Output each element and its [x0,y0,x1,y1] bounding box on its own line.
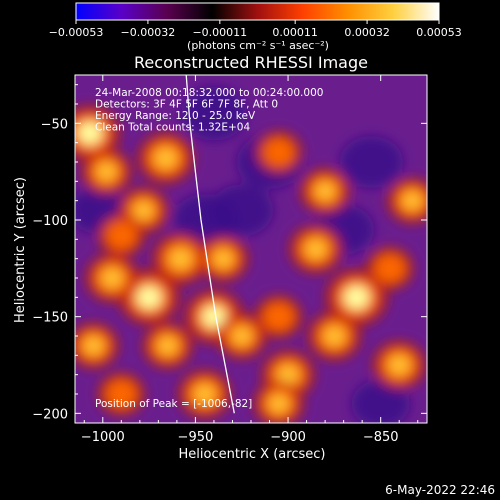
source-core [77,121,103,145]
y-tick-label: −150 [32,311,68,326]
source-core [136,285,162,309]
source-core [83,336,104,356]
solar-limb-curve [185,75,235,414]
y-tick-label: −50 [41,117,68,132]
x-axis: −1000 −950 −900 −850 [81,75,419,445]
source-body [105,379,138,409]
x-tick-label: −950 [178,430,214,445]
source-core [268,394,289,414]
annotation-line: Detectors: 3F 4F 5F 6F 7F 8F, Att 0 [95,99,278,111]
colorbar-tick-label: 0.00032 [344,26,390,39]
y-tick-label: −100 [32,214,68,229]
dark-region [181,86,247,141]
source-body [263,301,295,332]
annotation-line: 24-Mar-2008 00:18:32.000 to 00:24:00.000 [95,87,323,99]
colorbar: −0.00053 −0.00032 −0.00011 0.00011 0.00032 0.… [49,2,462,52]
x-tick-label: −1000 [81,430,125,445]
annotation-line: Clean Total counts: 1.32E+04 [95,122,250,134]
source-core [213,249,234,269]
chart-title: Reconstructed RHESSI Image [134,53,368,72]
source-core [201,305,226,328]
colorbar-tick-label: −0.00032 [121,26,176,39]
source-body [105,220,138,251]
y-tick-label: −200 [32,407,68,422]
y-axis-label: Heliocentric Y (arcsec) [13,177,28,323]
source-core [96,162,117,182]
source-core [157,336,178,356]
source-core [323,326,346,346]
source-core [169,248,192,270]
x-tick-label: −850 [363,430,399,445]
dark-region [210,184,274,237]
source-core [402,191,423,211]
source-core [344,285,370,310]
source-core [315,181,336,201]
colorbar-tick-label: 0.00053 [416,26,462,39]
footer-date: 6-May-2022 22:46 [385,483,495,497]
annotation-line: Energy Range: 12.0 - 25.0 keV [95,110,256,122]
colorbar-tick-label: 0.00011 [272,26,318,39]
source-core [193,384,216,404]
source-core [154,147,178,169]
source-core [101,268,123,288]
x-axis-label: Heliocentric X (arcsec) [179,447,326,462]
source-core [305,239,327,259]
colorbar-frame [75,2,440,21]
dark-region [351,379,410,423]
intensity-blobs [75,86,427,423]
source-body [374,253,406,284]
source-core [231,326,252,346]
colorbar-unit-label: (photons cm⁻² s⁻¹ asec⁻²) [187,39,329,52]
colorbar-tick-label: −0.00053 [49,26,104,39]
peak-position-label: Position of Peak = [-1006,-82] [95,398,252,410]
y-axis: −50 −100 −150 −200 [32,84,427,422]
colorbar-tick-label: −0.00011 [192,26,247,39]
source-core [277,364,299,385]
x-tick-label: −900 [270,430,306,445]
source-core [133,200,154,220]
info-annotations: 24-Mar-2008 00:18:32.000 to 00:24:00.000… [95,87,323,134]
heatmap-area [75,75,427,423]
colorbar-fill [76,3,439,20]
colorbar-ticks: −0.00053 −0.00032 −0.00011 0.00011 0.00032 0.… [49,20,462,39]
source-core [388,355,410,375]
dark-region [339,136,404,188]
source-body [263,137,295,168]
